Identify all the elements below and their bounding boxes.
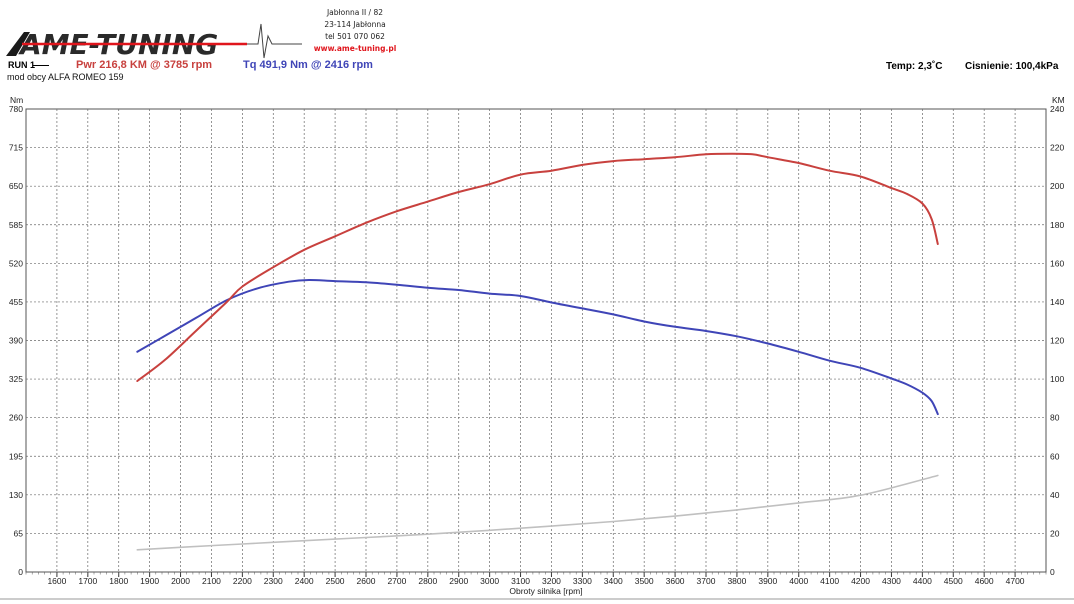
- x-tick-label: 3500: [635, 576, 654, 586]
- y-left-tick-label: 715: [9, 143, 23, 153]
- x-tick-label: 2400: [295, 576, 314, 586]
- x-tick-label: 1800: [109, 576, 128, 586]
- run-legend-line: [33, 65, 49, 66]
- ame-tuning-logo: AME-TUNING: [6, 23, 302, 61]
- x-tick-label: 1700: [78, 576, 97, 586]
- car-label: mod obcy ALFA ROMEO 159: [7, 72, 124, 82]
- y-right-tick-label: 240: [1050, 104, 1064, 114]
- x-tick-label: 4400: [913, 576, 932, 586]
- y-left-tick-label: 65: [14, 528, 24, 538]
- y-right-tick-label: 200: [1050, 181, 1064, 191]
- x-tick-label: 3700: [697, 576, 716, 586]
- y-right-tick-label: 60: [1050, 451, 1060, 461]
- y-left-tick-label: 130: [9, 490, 23, 500]
- y-right-tick-label: 100: [1050, 374, 1064, 384]
- y-left-tick-label: 585: [9, 220, 23, 230]
- pulse-line: [247, 23, 302, 59]
- x-tick-label: 2800: [418, 576, 437, 586]
- y-left-tick-label: 455: [9, 297, 23, 307]
- x-tick-label: 3600: [666, 576, 685, 586]
- x-axis-label: Obroty silnika [rpm]: [509, 586, 582, 596]
- loss-curve: [136, 474, 939, 551]
- pwr-curve: [136, 152, 939, 382]
- x-tick-label: 4200: [851, 576, 870, 586]
- y-right-tick-label: 0: [1050, 567, 1055, 577]
- y-left-tick-label: 520: [9, 258, 23, 268]
- x-tick-label: 4500: [944, 576, 963, 586]
- y-right-tick-label: 80: [1050, 413, 1060, 423]
- x-tick-label: 2000: [171, 576, 190, 586]
- y-right-tick-label: 180: [1050, 220, 1064, 230]
- x-tick-label: 4000: [789, 576, 808, 586]
- y-right-tick-label: 120: [1050, 336, 1064, 346]
- x-tick-label: 2600: [357, 576, 376, 586]
- power-summary: Pwr 216,8 KM @ 3785 rpm: [76, 59, 213, 71]
- x-tick-label: 3400: [604, 576, 623, 586]
- x-tick-label: 2300: [264, 576, 283, 586]
- y-right-tick-label: 220: [1050, 143, 1064, 153]
- x-tick-label: 4300: [882, 576, 901, 586]
- x-tick-label: 2700: [387, 576, 406, 586]
- x-tick-label: 2500: [326, 576, 345, 586]
- x-tick-label: 2200: [233, 576, 252, 586]
- x-tick-label: 1900: [140, 576, 159, 586]
- x-tick-label: 2900: [449, 576, 468, 586]
- y-left-tick-label: 650: [9, 181, 23, 191]
- x-tick-label: 3300: [573, 576, 592, 586]
- temperature-readout: Temp: 2,3˚C: [886, 61, 943, 72]
- y-left-tick-label: 0: [18, 567, 23, 577]
- x-tick-label: 3000: [480, 576, 499, 586]
- x-tick-label: 1600: [47, 576, 66, 586]
- y-right-tick-label: 140: [1050, 297, 1064, 307]
- x-tick-label: 2100: [202, 576, 221, 586]
- y-left-tick-label: 780: [9, 104, 23, 114]
- torque-summary: Tq 491,9 Nm @ 2416 rpm: [243, 59, 373, 71]
- y-right-tick-label: 160: [1050, 258, 1064, 268]
- address-line-1: Jabłonna II / 82: [326, 8, 384, 17]
- run-label: RUN 1: [8, 60, 36, 70]
- x-tick-label: 3900: [758, 576, 777, 586]
- pressure-readout: Cisnienie: 100,4kPa: [965, 61, 1059, 72]
- x-tick-label: 3200: [542, 576, 561, 586]
- y-left-tick-label: 260: [9, 413, 23, 423]
- y-right-axis-label: KM: [1052, 95, 1065, 105]
- y-left-tick-label: 195: [9, 451, 23, 461]
- y-right-tick-label: 20: [1050, 528, 1060, 538]
- address-line-3: tel 501 070 062: [325, 32, 385, 41]
- website-link[interactable]: www.ame-tuning.pl: [313, 44, 397, 53]
- x-tick-label: 3100: [511, 576, 530, 586]
- y-right-tick-label: 40: [1050, 490, 1060, 500]
- y-left-tick-label: 390: [9, 336, 23, 346]
- address-line-2: 23-114 Jabłonna: [324, 20, 386, 29]
- y-left-tick-label: 325: [9, 374, 23, 384]
- tq-curve: [136, 278, 939, 416]
- y-left-axis-label: Nm: [10, 95, 23, 105]
- x-tick-label: 4600: [975, 576, 994, 586]
- x-tick-label: 3800: [727, 576, 746, 586]
- x-tick-label: 4700: [1006, 576, 1025, 586]
- x-tick-label: 4100: [820, 576, 839, 586]
